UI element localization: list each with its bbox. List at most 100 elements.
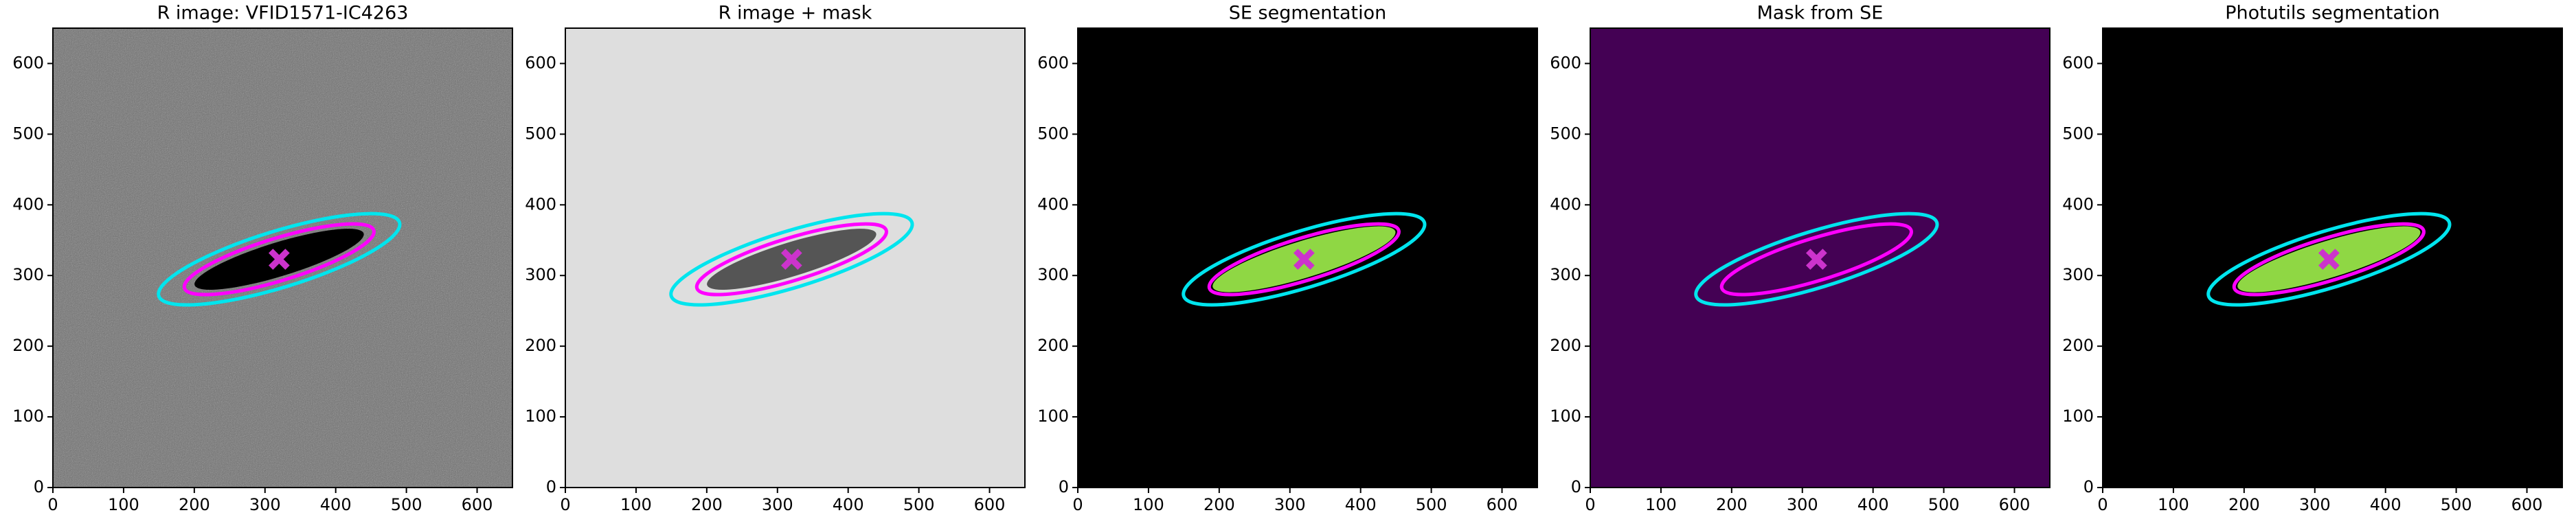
x-tick-label: 600: [2511, 495, 2543, 514]
center-marker: [1293, 249, 1315, 270]
y-tick-label: 300: [525, 265, 556, 284]
y-tick-label: 400: [12, 194, 44, 214]
x-tick-label: 600: [1999, 495, 2031, 514]
aperture-ellipse: [1719, 222, 1913, 297]
center-marker: [2318, 249, 2340, 270]
axes-frame: [52, 27, 513, 488]
panel-title: Mask from SE: [1757, 3, 1884, 24]
x-tick-label: 600: [974, 495, 1006, 514]
y-tick-label: 300: [12, 265, 44, 284]
x-tick-label: 100: [108, 495, 139, 514]
y-tick-label: 100: [1550, 407, 1581, 426]
x-tick-label: 400: [833, 495, 864, 514]
y-tick-label: 500: [525, 124, 556, 143]
y-tick-label: 100: [1037, 407, 1069, 426]
x-tick-label: 400: [2370, 495, 2402, 514]
panel: 0 100 200 300 400 500 600 0 100 200 300 400 500 600 R …: [525, 3, 1026, 514]
axes-frame: [565, 27, 1026, 488]
y-tick-label: 200: [525, 336, 556, 355]
y-tick-label: 300: [1037, 265, 1069, 284]
x-tick-label: 300: [1787, 495, 1818, 514]
y-tick-label: 200: [12, 336, 44, 355]
y-tick-label: 0: [1571, 477, 1581, 496]
x-tick-label: 0: [47, 495, 58, 514]
y-tick-label: 500: [2062, 124, 2094, 143]
x-tick-label: 400: [1345, 495, 1377, 514]
axes-frame: [1590, 27, 2050, 488]
aperture-ellipse: [1207, 222, 1401, 297]
x-tick-label: 200: [2228, 495, 2260, 514]
y-tick-label: 0: [1059, 477, 1069, 496]
x-tick-label: 300: [762, 495, 793, 514]
y-tick-label: 200: [1550, 336, 1581, 355]
x-tick-label: 500: [391, 495, 422, 514]
y-tick-label: 100: [12, 407, 44, 426]
y-tick-label: 0: [546, 477, 556, 496]
x-tick-label: 0: [2097, 495, 2108, 514]
panel-title: R image + mask: [719, 3, 872, 24]
image-area: [1078, 28, 1537, 488]
x-tick-label: 300: [1274, 495, 1306, 514]
y-tick-label: 600: [12, 53, 44, 72]
y-tick-label: 300: [1550, 265, 1581, 284]
x-tick-label: 200: [1204, 495, 1235, 514]
y-tick-label: 500: [1037, 124, 1069, 143]
x-tick-label: 300: [2299, 495, 2331, 514]
y-tick-label: 600: [1550, 53, 1581, 72]
aperture-ellipse: [1182, 211, 1427, 307]
aperture-ellipse: [1694, 211, 1939, 307]
aperture-ellipse: [157, 211, 402, 307]
panel-title: SE segmentation: [1229, 3, 1386, 24]
x-tick-label: 300: [249, 495, 281, 514]
y-tick-label: 200: [1037, 336, 1069, 355]
y-tick-label: 600: [2062, 53, 2094, 72]
x-tick-label: 600: [1487, 495, 1518, 514]
aperture-ellipse: [2232, 222, 2426, 297]
x-tick-label: 200: [1716, 495, 1748, 514]
panel: 0 100 200 300 400 500 600 0 100 200 300 400 500 600 R …: [12, 3, 513, 514]
x-tick-label: 500: [1928, 495, 1960, 514]
x-tick-label: 500: [903, 495, 935, 514]
y-tick-label: 400: [1037, 194, 1069, 214]
image-area: [565, 28, 1025, 488]
y-tick-label: 0: [34, 477, 44, 496]
y-tick-label: 500: [1550, 124, 1581, 143]
image-area: [2103, 28, 2562, 488]
y-tick-label: 300: [2062, 265, 2094, 284]
aperture-ellipse: [669, 211, 914, 307]
x-tick-label: 0: [560, 495, 570, 514]
x-tick-label: 500: [2441, 495, 2472, 514]
panel: 0 100 200 300 400 500 600 0 100 200 300 400 500 600 SE…: [1037, 3, 1538, 514]
y-tick-label: 400: [1550, 194, 1581, 214]
aperture-ellipse: [2206, 211, 2452, 307]
x-tick-label: 100: [620, 495, 652, 514]
x-tick-label: 400: [1857, 495, 1889, 514]
x-tick-label: 100: [2158, 495, 2189, 514]
x-tick-label: 500: [1416, 495, 1447, 514]
x-tick-label: 0: [1585, 495, 1595, 514]
image-area: [1590, 28, 2050, 488]
y-tick-label: 400: [525, 194, 556, 214]
y-tick-label: 100: [2062, 407, 2094, 426]
center-marker: [268, 249, 290, 270]
x-tick-label: 200: [691, 495, 723, 514]
panel: 0 100 200 300 400 500 600 0 100 200 300 400 500 600 Ph…: [2062, 3, 2563, 514]
x-tick-label: 600: [462, 495, 493, 514]
y-tick-label: 400: [2062, 194, 2094, 214]
y-tick-label: 200: [2062, 336, 2094, 355]
image-area: [53, 28, 512, 488]
axes-frame: [1077, 27, 1538, 488]
y-tick-label: 600: [1037, 53, 1069, 72]
aperture-ellipse: [694, 222, 888, 297]
y-tick-label: 0: [2083, 477, 2094, 496]
panel-title: R image: VFID1571-IC4263: [157, 3, 409, 24]
x-tick-label: 0: [1072, 495, 1083, 514]
x-tick-label: 400: [320, 495, 352, 514]
center-marker: [1805, 249, 1827, 270]
panel-title: Photutils segmentation: [2225, 3, 2440, 24]
x-tick-label: 100: [1133, 495, 1164, 514]
y-tick-label: 500: [12, 124, 44, 143]
y-tick-label: 100: [525, 407, 556, 426]
axes-frame: [2102, 27, 2563, 488]
